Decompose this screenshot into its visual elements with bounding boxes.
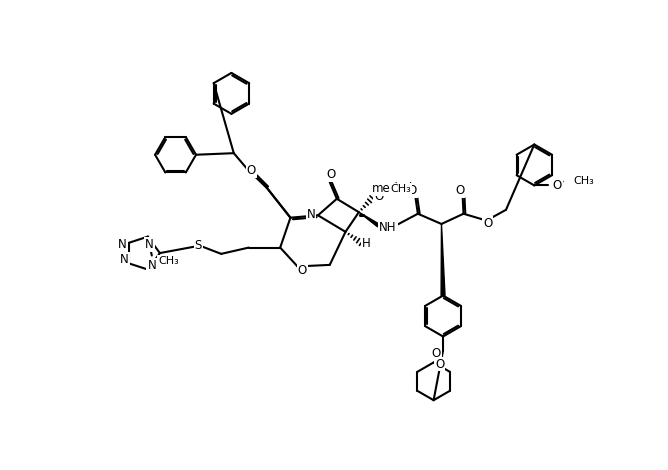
Text: O: O	[407, 184, 417, 196]
Text: O: O	[436, 358, 444, 370]
Text: O: O	[246, 164, 256, 177]
Text: CH₃: CH₃	[574, 177, 595, 187]
Text: CH₃: CH₃	[392, 185, 413, 195]
Text: O: O	[246, 164, 256, 177]
Text: O: O	[327, 168, 336, 181]
Text: CH₃: CH₃	[158, 256, 179, 266]
Text: N: N	[307, 208, 315, 221]
Text: N: N	[145, 238, 154, 251]
Text: O: O	[455, 184, 464, 196]
Text: NH: NH	[379, 220, 397, 234]
Text: O: O	[552, 179, 562, 192]
Text: H: H	[362, 237, 371, 250]
Text: O: O	[374, 190, 383, 203]
Text: N: N	[120, 253, 129, 266]
Text: O: O	[298, 264, 307, 277]
Text: S: S	[194, 239, 202, 252]
Text: CH₃: CH₃	[390, 184, 411, 195]
Text: N: N	[148, 259, 156, 272]
Text: O: O	[432, 347, 441, 360]
Polygon shape	[359, 212, 379, 227]
Text: methyl: methyl	[372, 182, 413, 195]
Text: N: N	[118, 238, 127, 251]
Text: O: O	[483, 217, 492, 230]
Polygon shape	[441, 224, 445, 296]
